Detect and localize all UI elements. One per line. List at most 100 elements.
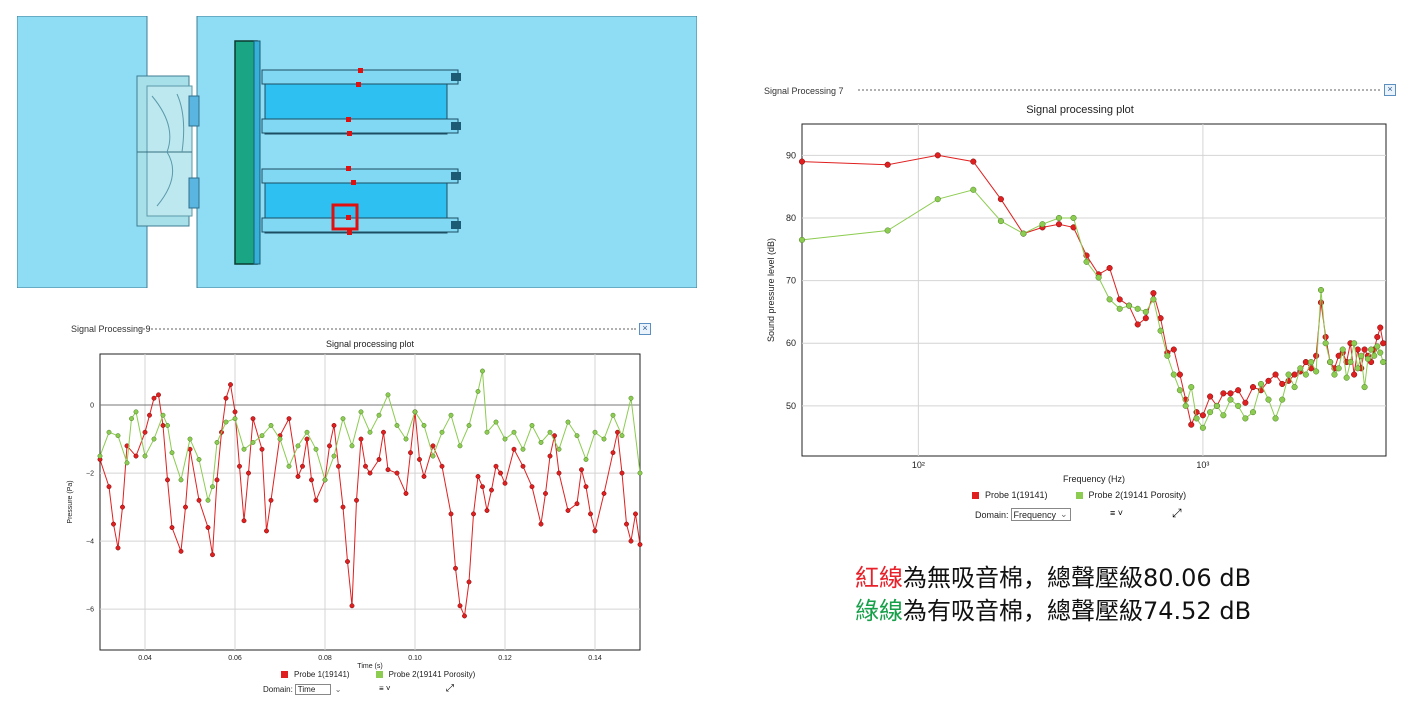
data-point xyxy=(408,450,413,456)
data-point xyxy=(1358,352,1365,359)
time-panel-close-button[interactable]: × xyxy=(639,323,651,335)
data-point xyxy=(1055,221,1063,228)
duct-end-caps xyxy=(451,73,461,229)
data-point xyxy=(1297,365,1304,372)
data-point xyxy=(1364,355,1371,362)
data-point xyxy=(115,545,121,551)
data-point xyxy=(327,443,332,449)
data-point xyxy=(1291,371,1298,378)
chevron-down-icon[interactable]: ⌄ xyxy=(334,685,342,694)
data-point xyxy=(934,196,941,203)
data-point xyxy=(1083,258,1090,265)
plot-area xyxy=(801,123,1387,457)
data-point xyxy=(489,487,494,493)
data-point xyxy=(498,470,503,476)
data-point xyxy=(615,429,620,435)
data-point xyxy=(592,528,598,534)
data-point xyxy=(1188,421,1195,428)
data-point xyxy=(106,429,112,435)
data-point xyxy=(1347,358,1354,366)
data-point xyxy=(421,474,427,479)
data-point xyxy=(1235,387,1242,394)
data-point xyxy=(628,538,634,544)
data-point xyxy=(385,467,391,473)
series-line-1 xyxy=(99,384,641,618)
data-point xyxy=(1374,333,1381,341)
data-point xyxy=(178,548,184,554)
data-point xyxy=(1116,296,1123,303)
data-point xyxy=(1327,358,1334,366)
freq-plot[interactable]: 10² 10³ 50 60 70 80 90 Frequency (Hz) Sound pres… xyxy=(762,115,1392,485)
data-point xyxy=(1170,371,1177,378)
data-point xyxy=(421,422,427,428)
data-point xyxy=(619,470,625,476)
time-plot[interactable]: 0.04 0.06 0.08 0.10 0.12 0.14 0 −2 −4 −6 Time (s) P… xyxy=(60,350,650,675)
data-point xyxy=(142,429,148,435)
data-point xyxy=(309,477,314,483)
data-point xyxy=(1380,358,1387,366)
data-point xyxy=(583,457,589,462)
data-point xyxy=(1361,346,1368,353)
menu-icon[interactable]: ≡ ˅ xyxy=(379,684,391,693)
time-panel-grip[interactable] xyxy=(140,328,636,330)
data-point xyxy=(259,433,265,439)
y-tick-label: 0 xyxy=(90,402,94,409)
data-point xyxy=(1220,412,1227,419)
data-point xyxy=(439,463,445,469)
expand-icon[interactable]: ⤢ xyxy=(446,683,454,694)
data-point xyxy=(1106,265,1113,272)
data-point xyxy=(538,521,544,527)
data-point xyxy=(430,453,436,459)
data-point xyxy=(205,525,211,530)
data-point xyxy=(1235,402,1242,409)
data-point xyxy=(1220,390,1227,397)
data-point xyxy=(484,508,490,513)
data-point xyxy=(160,412,166,418)
domain-select[interactable]: Frequency ⌄ xyxy=(1010,508,1071,521)
data-point xyxy=(1106,296,1113,303)
data-point xyxy=(1380,340,1387,347)
data-point xyxy=(997,218,1004,225)
probe-markers xyxy=(346,68,363,235)
legend-label-probe2: Probe 2(19141 Porosity) xyxy=(1088,490,1187,500)
caption-line-1-text: 為無吸音棉，總聲壓級80.06 dB xyxy=(903,564,1252,592)
data-point xyxy=(210,552,215,558)
data-point xyxy=(232,409,238,415)
data-point xyxy=(439,429,445,435)
domain-select[interactable]: Time xyxy=(294,684,331,695)
plate-edge xyxy=(253,40,261,265)
data-point xyxy=(588,511,593,517)
plot-area xyxy=(99,353,641,651)
duct-rail-4 xyxy=(261,217,459,233)
data-point xyxy=(187,436,193,442)
data-point xyxy=(1313,368,1320,375)
data-point xyxy=(394,422,400,428)
freq-panel-grip[interactable] xyxy=(858,89,1380,91)
data-point xyxy=(345,559,350,564)
data-point xyxy=(237,463,242,469)
data-point xyxy=(268,422,274,428)
data-point xyxy=(1308,358,1315,366)
fan-blade-lines xyxy=(151,93,185,207)
expand-icon[interactable]: ⤢ xyxy=(1172,506,1182,520)
data-point xyxy=(1188,384,1195,391)
data-point xyxy=(1285,371,1292,378)
menu-icon[interactable]: ≡ ˅ xyxy=(1110,508,1124,518)
data-point xyxy=(394,470,400,476)
x-tick-label: 0.14 xyxy=(588,655,602,662)
data-point xyxy=(1302,371,1309,378)
data-point xyxy=(367,429,373,435)
y-tick-label: 90 xyxy=(786,150,796,160)
data-point xyxy=(1020,230,1027,237)
data-point xyxy=(1351,371,1358,378)
data-point xyxy=(1095,274,1102,281)
data-point xyxy=(1193,409,1200,416)
legend-swatch-green xyxy=(1075,491,1083,499)
data-point xyxy=(111,521,116,527)
data-point xyxy=(1361,384,1368,391)
freq-panel-close-button[interactable]: × xyxy=(1384,84,1396,96)
data-point xyxy=(363,463,368,469)
data-point xyxy=(295,474,301,479)
data-point xyxy=(1317,286,1325,294)
data-point xyxy=(336,463,341,469)
